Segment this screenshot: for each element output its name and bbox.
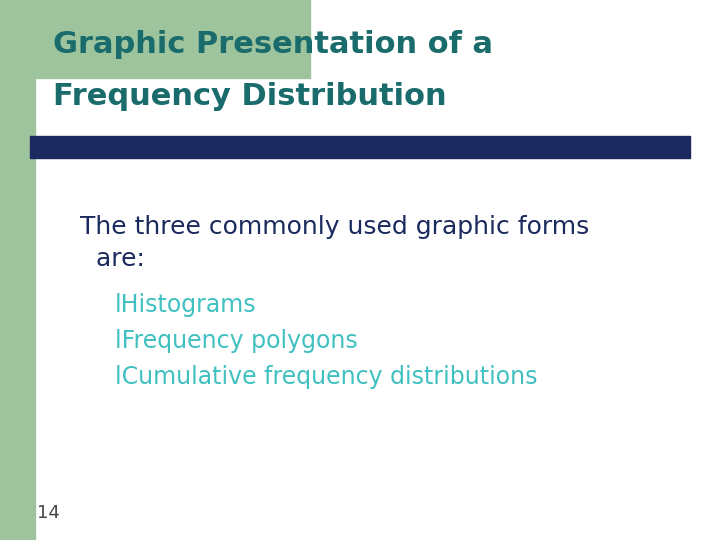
Text: are:: are:	[80, 247, 145, 271]
Text: lFrequency polygons: lFrequency polygons	[115, 329, 358, 353]
Bar	[0, 0, 310, 78]
Bar	[0, 0, 35, 540]
Text: lHistograms: lHistograms	[115, 293, 256, 317]
Bar	[30, 136, 690, 158]
Text: Frequency Distribution: Frequency Distribution	[53, 82, 446, 111]
Text: The three commonly used graphic forms: The three commonly used graphic forms	[80, 215, 589, 239]
Text: lCumulative frequency distributions: lCumulative frequency distributions	[115, 365, 538, 389]
Text: 14: 14	[37, 504, 60, 522]
Text: Graphic Presentation of a: Graphic Presentation of a	[53, 30, 493, 59]
